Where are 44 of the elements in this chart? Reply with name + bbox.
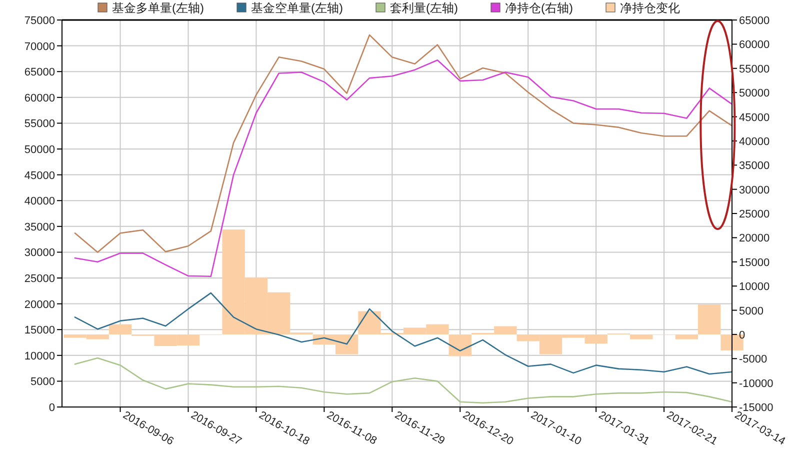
y2-tick-label: 40000 <box>739 136 770 148</box>
y2-tick-label: 10000 <box>739 281 770 294</box>
y-tick-label: 65000 <box>24 66 55 79</box>
legend-label: 净持仓变化 <box>620 1 680 15</box>
y-tick-label: 55000 <box>24 118 55 130</box>
y2-tick-label: 35000 <box>739 160 770 172</box>
y2-tick-label: -10000 <box>739 378 774 390</box>
line-series <box>74 60 733 278</box>
y2-tick-label: 25000 <box>739 208 770 220</box>
y-tick-label: 20000 <box>24 298 55 311</box>
y-tick-label: 25000 <box>24 273 55 285</box>
y2-tick-label: 65000 <box>739 15 770 27</box>
y-tick-label: 15000 <box>24 324 55 337</box>
legend-label: 基金多单量(左轴) <box>112 1 204 15</box>
y2-tick-label: 5000 <box>739 305 764 318</box>
y-tick-label: 50000 <box>24 144 55 156</box>
y2-tick-label: 20000 <box>739 232 770 245</box>
y2-tick-label: 15000 <box>739 256 770 269</box>
legend-label: 净持仓(右轴) <box>505 1 573 15</box>
y-tick-label: 5000 <box>30 376 55 388</box>
line-series <box>74 357 733 404</box>
y-tick-label: 0 <box>48 402 55 414</box>
y2-tick-label: 60000 <box>739 39 770 52</box>
y2-tick-label: 45000 <box>739 112 770 124</box>
bar <box>108 324 132 334</box>
y2-tick-label: 0 <box>739 329 746 342</box>
y-tick-label: 10000 <box>24 350 55 362</box>
y2-tick-label: 50000 <box>739 88 770 100</box>
y-tick-label: 40000 <box>24 196 55 208</box>
y2-tick-label: -5000 <box>739 354 768 366</box>
legend-label: 基金空单量(左轴) <box>251 1 343 15</box>
y2-tick-label: 55000 <box>739 63 770 76</box>
line-series <box>74 34 733 253</box>
y-tick-label: 75000 <box>24 15 55 27</box>
legend-label: 套利量(左轴) <box>390 1 458 15</box>
y-tick-label: 70000 <box>24 40 55 53</box>
bar <box>448 334 472 356</box>
y-tick-label: 60000 <box>24 92 55 104</box>
line-series <box>74 292 733 375</box>
bar <box>698 304 721 334</box>
y-tick-label: 45000 <box>24 170 55 182</box>
y-tick-label: 30000 <box>24 247 55 260</box>
y-tick-label: 35000 <box>24 221 55 234</box>
y2-tick-label: 30000 <box>739 184 770 196</box>
